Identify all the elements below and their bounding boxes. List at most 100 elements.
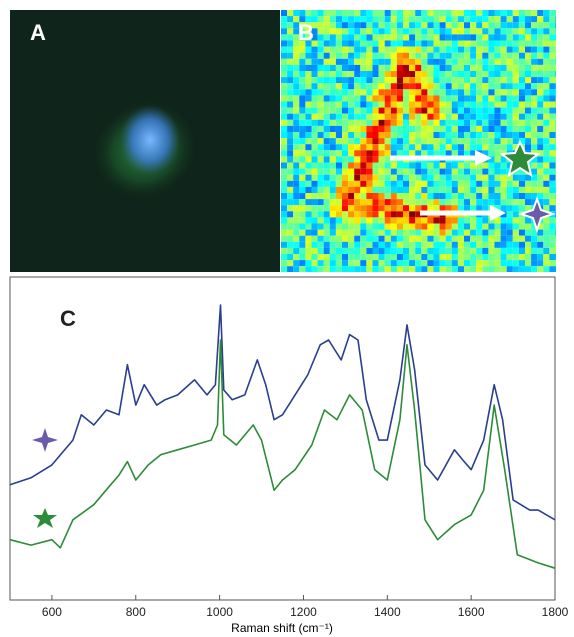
heat-cell [537,58,544,65]
heat-cell [323,125,330,132]
heat-cell [543,28,550,35]
heat-cell [354,193,361,200]
heat-cell [531,174,538,181]
heat-cell [506,223,513,230]
heat-cell [457,150,464,157]
heat-cell [555,119,556,126]
heat-cell [433,125,440,132]
heat-cell [506,260,513,267]
heat-cell [543,193,550,200]
heat-cell [342,77,349,84]
heat-cell [549,199,556,206]
heat-cell [323,266,330,272]
heat-cell [299,107,306,114]
heat-cell [439,28,446,35]
heat-cell [311,58,318,65]
heat-cell [433,40,440,47]
heat-cell [329,46,336,53]
heat-cell [403,28,410,35]
heat-cell [531,119,538,126]
heat-cell [500,46,507,53]
arrow-head [475,150,492,166]
heat-cell [311,64,318,71]
heat-cell [482,138,489,145]
heat-cell [543,156,550,163]
heat-cell [323,168,330,175]
heat-cell [500,186,507,193]
heat-cell [439,83,446,90]
heat-cell [439,101,446,108]
heat-cell [390,16,397,23]
heat-cell [494,77,501,84]
heat-cell [299,180,306,187]
heat-cell [482,247,489,254]
heat-cell [342,247,349,254]
heat-cell [543,89,550,96]
heat-cell [311,10,318,17]
heat-cell [311,217,318,224]
heat-cell [335,40,342,47]
heat-cell [378,46,385,53]
heat-cell [476,113,483,120]
heat-cell [403,46,410,53]
heat-cell [500,138,507,145]
heat-cell [421,71,428,78]
heat-cell [427,223,434,230]
heat-cell [555,107,556,114]
heat-cell [427,64,434,71]
heat-cell [549,229,556,236]
heat-cell [396,168,403,175]
heat-cell [494,58,501,65]
heat-cell [299,95,306,102]
heat-cell [549,162,556,169]
heat-cell [457,95,464,102]
heat-cell [329,107,336,114]
heat-cell [390,34,397,41]
heat-cell [439,10,446,17]
heat-cell [354,89,361,96]
heat-cell [366,10,373,17]
heat-cell [396,254,403,261]
heat-cell [494,247,501,254]
heat-cell [482,46,489,53]
heat-cell [476,266,483,272]
heat-cell [415,162,422,169]
heat-cell [323,22,330,29]
heat-cell [482,180,489,187]
heat-cell [360,28,367,35]
heat-cell [543,125,550,132]
heat-cell [390,113,397,120]
heat-cell [305,211,312,218]
heat-cell [342,89,349,96]
heat-cell [549,34,556,41]
heat-cell [421,144,428,151]
heat-cell [366,229,373,236]
heat-cell [506,193,513,200]
heat-cell [390,77,397,84]
heat-cell [543,58,550,65]
heat-cell [390,132,397,139]
heat-cell [354,119,361,126]
heat-cell [445,40,452,47]
heat-cell [470,180,477,187]
heat-cell [531,58,538,65]
heat-cell [293,144,300,151]
heat-cell [537,64,544,71]
heat-cell [415,223,422,230]
heat-cell [421,205,428,212]
heat-cell [348,150,355,157]
heat-cell [299,174,306,181]
heat-cell [287,16,294,23]
star-icon [33,508,57,528]
heat-cell [512,16,519,23]
heat-cell [494,205,501,212]
heat-cell [451,28,458,35]
heat-cell [409,77,416,84]
heat-cell [470,247,477,254]
heat-cell [390,247,397,254]
heat-cell [299,162,306,169]
heat-cell [348,119,355,126]
heat-cell [293,83,300,90]
heat-cell [390,138,397,145]
heat-cell [421,174,428,181]
